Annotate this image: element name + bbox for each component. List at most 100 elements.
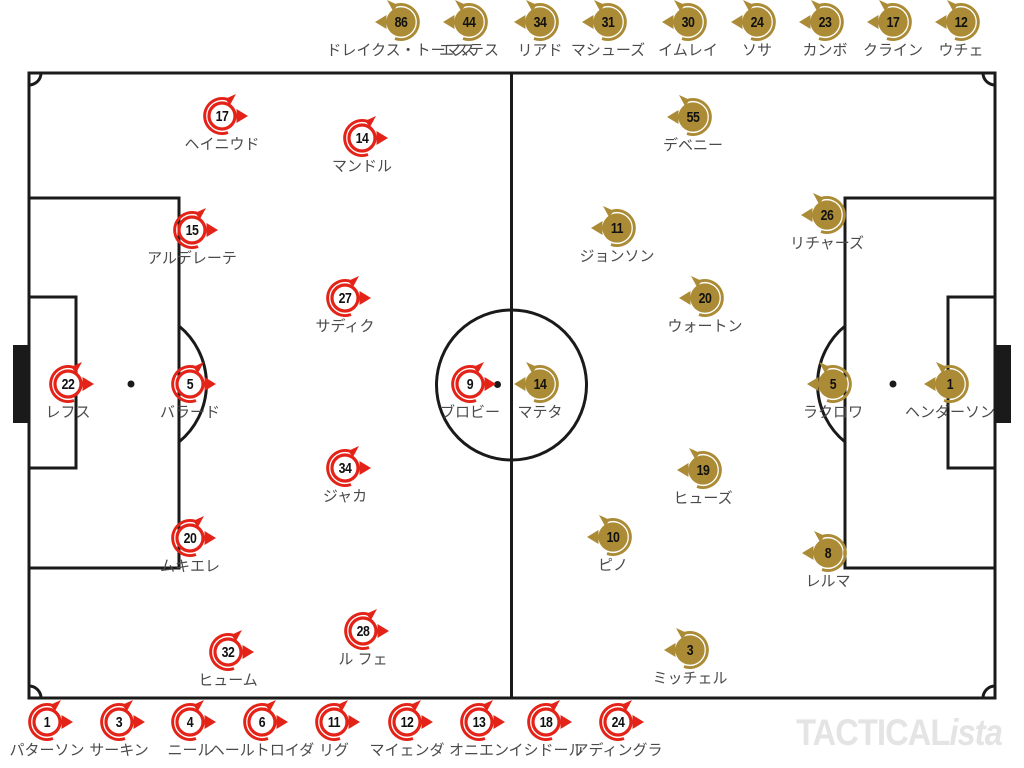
player-direction-icon xyxy=(679,276,724,317)
player-name-label: リチャーズ xyxy=(789,235,865,252)
player-direction-icon xyxy=(203,94,248,135)
player-marker-red-9[interactable]: 9 ブロビー xyxy=(440,358,500,421)
player-number: 55 xyxy=(686,108,700,126)
player-direction-icon xyxy=(388,700,433,741)
player-marker-gold-86[interactable]: 86 ドレイクス・トーマス xyxy=(326,0,476,59)
player-name-label: ヘイニウド xyxy=(184,136,260,153)
player-marker-gold-11[interactable]: 11 ジョンソン xyxy=(579,202,655,265)
player-name-label: レフス xyxy=(45,404,91,421)
player-marker-gold-3[interactable]: 3 ミッチェル xyxy=(652,624,728,687)
player-marker-red-28[interactable]: 28 ル フェ xyxy=(337,605,389,668)
player-number: 34 xyxy=(338,459,352,477)
player-number: 30 xyxy=(681,13,695,31)
right-penalty-spot xyxy=(889,380,897,388)
player-name-label: クライン xyxy=(862,42,924,59)
player-marker-red-14[interactable]: 14 マンドル xyxy=(332,112,392,175)
player-name-label: サーキン xyxy=(89,742,149,759)
watermark-italic: ista xyxy=(949,712,1002,753)
player-direction-icon xyxy=(799,0,844,41)
player-marker-gold-12[interactable]: 12 ウチェ xyxy=(935,0,987,59)
player-direction-icon xyxy=(343,116,388,157)
player-name-label: エステス xyxy=(438,42,500,59)
player-name-label: パターソン xyxy=(9,742,85,759)
player-marker-gold-8[interactable]: 8 レルマ xyxy=(802,527,854,590)
player-number: 24 xyxy=(611,713,625,731)
player-marker-red-12[interactable]: 12 マイェンダ xyxy=(369,696,445,759)
player-marker-red-11[interactable]: 11 リグ xyxy=(308,696,360,759)
player-number: 5 xyxy=(186,375,194,393)
player-number: 86 xyxy=(394,13,408,31)
player-name-label: ヒューズ xyxy=(673,490,733,507)
player-number: 26 xyxy=(820,206,834,224)
player-marker-gold-55[interactable]: 55 デベニー xyxy=(663,91,723,154)
player-marker-gold-14[interactable]: 14 マテタ xyxy=(514,358,566,421)
left-goal xyxy=(13,345,29,423)
player-number: 12 xyxy=(954,13,968,31)
player-name-label: ラクロワ xyxy=(802,404,864,421)
player-marker-gold-1[interactable]: 1 ヘンダーソン xyxy=(905,358,995,421)
player-number: 19 xyxy=(696,461,710,479)
player-marker-red-24[interactable]: 24 アディングラ xyxy=(574,696,662,759)
player-marker-red-15[interactable]: 15 アルデレーテ xyxy=(147,204,237,267)
player-marker-red-18[interactable]: 18 イシドール xyxy=(508,696,584,759)
player-direction-icon xyxy=(344,609,389,650)
player-direction-icon xyxy=(171,516,216,557)
player-name-label: ムキエレ xyxy=(159,558,221,575)
player-number: 13 xyxy=(472,713,486,731)
player-name-label: マシューズ xyxy=(570,42,646,59)
corner-arc xyxy=(981,72,996,87)
corner-arc xyxy=(981,684,996,699)
player-name-label: マテタ xyxy=(517,404,563,421)
player-marker-red-22[interactable]: 22 レフス xyxy=(42,358,94,421)
player-direction-icon xyxy=(209,630,254,671)
player-name-label: イムレイ xyxy=(658,42,718,59)
player-marker-red-13[interactable]: 13 オニエン xyxy=(449,696,509,759)
player-marker-red-5[interactable]: 5 バラード xyxy=(160,358,220,421)
player-direction-icon xyxy=(935,0,980,41)
player-marker-gold-30[interactable]: 30 イムレイ xyxy=(658,0,718,59)
player-name-label: ヘールトロイダ xyxy=(209,742,315,759)
player-marker-gold-19[interactable]: 19 ヒューズ xyxy=(673,444,733,507)
player-direction-icon xyxy=(662,0,707,41)
player-marker-gold-31[interactable]: 31 マシューズ xyxy=(571,0,645,59)
player-marker-gold-44[interactable]: 44 エステス xyxy=(439,0,499,59)
player-marker-red-4[interactable]: 4 ニール xyxy=(164,696,216,759)
player-marker-gold-5[interactable]: 5 ラクロワ xyxy=(803,358,863,421)
left-penalty-spot xyxy=(127,380,135,388)
player-marker-gold-20[interactable]: 20 ウォートン xyxy=(667,272,743,335)
player-marker-red-34[interactable]: 34 ジャカ xyxy=(319,442,371,505)
player-direction-icon xyxy=(326,446,371,487)
player-marker-red-3[interactable]: 3 サーキン xyxy=(89,696,149,759)
player-direction-icon xyxy=(667,95,712,136)
player-number: 6 xyxy=(258,713,266,731)
player-name-label: ピノ xyxy=(597,557,629,574)
player-marker-red-20[interactable]: 20 ムキエレ xyxy=(160,512,220,575)
player-name-label: マンドル xyxy=(331,158,393,175)
player-direction-icon xyxy=(924,362,969,403)
player-name-label: ウチェ xyxy=(938,42,984,59)
player-name-label: ジャカ xyxy=(322,488,368,505)
corner-arc xyxy=(28,684,43,699)
player-marker-red-1[interactable]: 1 パターソン xyxy=(9,696,85,759)
player-marker-gold-24[interactable]: 24 ソサ xyxy=(731,0,783,59)
player-number: 20 xyxy=(698,289,712,307)
player-marker-gold-23[interactable]: 23 カンボ xyxy=(799,0,851,59)
player-direction-icon xyxy=(100,700,145,741)
player-marker-gold-34[interactable]: 34 リアド xyxy=(514,0,566,59)
player-direction-icon xyxy=(49,362,94,403)
player-marker-red-32[interactable]: 32 ヒューム xyxy=(198,626,258,689)
player-marker-red-27[interactable]: 27 サディク xyxy=(316,272,374,335)
player-marker-red-6[interactable]: 6 ヘールトロイダ xyxy=(210,696,314,759)
player-name-label: サディク xyxy=(315,318,375,335)
player-marker-gold-10[interactable]: 10 ピノ xyxy=(587,511,639,574)
player-marker-gold-26[interactable]: 26 リチャーズ xyxy=(790,189,864,252)
player-number: 34 xyxy=(533,13,547,31)
player-name-label: アディングラ xyxy=(573,742,663,759)
player-number: 4 xyxy=(186,713,194,731)
player-direction-icon xyxy=(587,515,632,556)
player-marker-gold-17[interactable]: 17 クライン xyxy=(863,0,923,59)
player-name-label: ヒューム xyxy=(198,672,258,689)
player-marker-red-17[interactable]: 17 ヘイニウド xyxy=(184,90,260,153)
player-direction-icon xyxy=(677,448,722,489)
player-direction-icon xyxy=(451,362,496,403)
